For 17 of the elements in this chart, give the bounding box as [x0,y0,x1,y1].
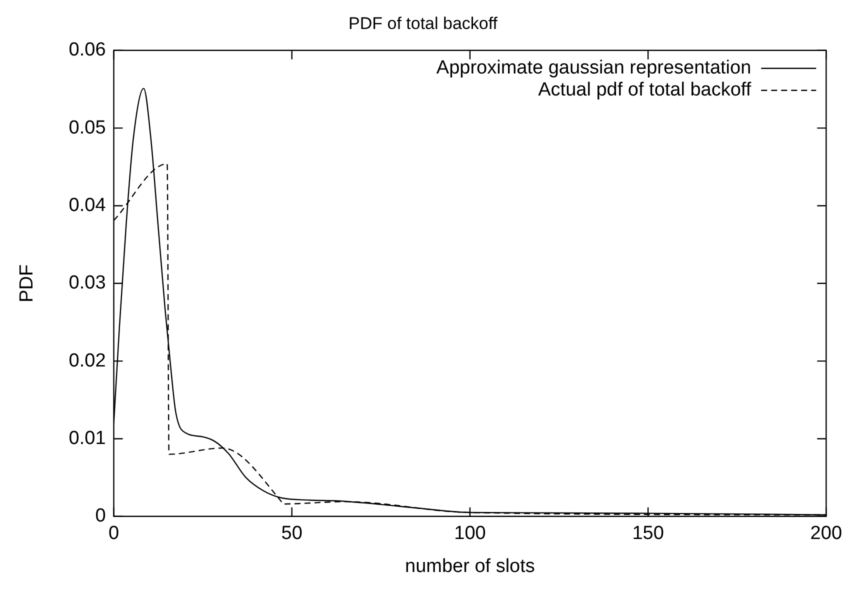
x-tick-label: 50 [281,523,302,544]
x-axis-title: number of slots [405,556,535,577]
chart-title: PDF of total backoff [348,14,498,33]
y-tick-label: 0 [95,506,106,527]
y-tick-label: 0.06 [68,40,106,61]
x-tick-label: 150 [632,523,664,544]
y-tick-label: 0.05 [68,117,106,138]
x-tick-label: 100 [454,523,486,544]
y-tick-label: 0.02 [68,350,106,372]
y-tick-label: 0.04 [68,194,106,216]
y-tick-label: 0.01 [68,428,106,449]
x-tick-label: 200 [810,523,842,544]
legend-label: Actual pdf of total backoff [538,80,752,101]
y-axis-title: PDF [16,264,38,302]
x-tick-label: 0 [108,523,120,544]
y-tick-label: 0.03 [68,272,106,294]
legend-label: Approximate gaussian representation [436,58,752,79]
